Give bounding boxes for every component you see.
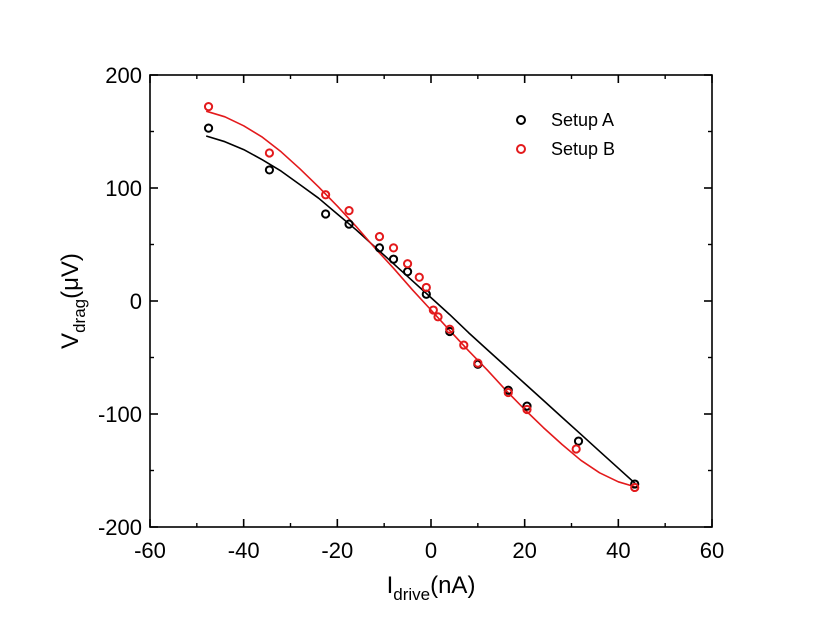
- x-tick-label: 0: [425, 538, 437, 563]
- x-tick-label: 60: [700, 538, 724, 563]
- data-point-setup-b: [445, 324, 455, 334]
- x-tick-label: -40: [228, 538, 260, 563]
- fit-lines: [205, 110, 638, 489]
- x-tick-label: -20: [321, 538, 353, 563]
- data-point-setup-a: [522, 401, 532, 411]
- y-axis-title-main: V: [57, 333, 84, 349]
- x-tick-label: 20: [512, 538, 536, 563]
- legend-marker-setup-a: [516, 115, 526, 125]
- data-point-setup-a: [321, 209, 331, 219]
- data-point-setup-a: [264, 165, 275, 175]
- fit-line-setup-b: [205, 110, 638, 489]
- y-axis-title-unit: (μV): [57, 253, 84, 299]
- y-axis-title-sub: drag: [70, 299, 89, 333]
- data-point-setup-b: [374, 231, 385, 242]
- fit-line-setup-a: [205, 135, 638, 486]
- data-point-setup-a: [203, 123, 214, 133]
- data-point-setup-a: [402, 267, 413, 277]
- data-point-setup-b: [459, 340, 469, 350]
- y-tick-label: -200: [98, 515, 142, 540]
- x-tick-label: 40: [606, 538, 630, 563]
- ticks: [149, 74, 713, 528]
- data-point-setup-a: [374, 243, 385, 253]
- data-point-setup-b: [321, 190, 331, 200]
- y-tick-label: -100: [98, 402, 142, 427]
- data-point-setup-b: [344, 206, 354, 216]
- data-point-setup-b: [421, 282, 431, 293]
- data-point-setup-b: [414, 272, 424, 282]
- y-tick-label: 0: [130, 289, 142, 314]
- plot-frame: [149, 74, 713, 528]
- data-point-setup-a: [573, 436, 584, 446]
- data-point-setup-b: [473, 358, 483, 368]
- data-point-setup-b: [428, 305, 438, 315]
- data-points: [203, 102, 640, 493]
- y-tick-label: 100: [105, 176, 142, 201]
- data-point-setup-b: [203, 102, 214, 112]
- x-tick-label: -60: [134, 538, 166, 563]
- x-axis-title: Idrive(nA): [387, 572, 476, 604]
- data-point-setup-a: [630, 479, 640, 489]
- data-point-setup-b: [388, 243, 399, 253]
- legend-label-setup-b: Setup B: [551, 139, 615, 159]
- data-point-setup-b: [571, 444, 581, 454]
- y-tick-label: 200: [105, 63, 142, 88]
- data-point-setup-b: [630, 482, 640, 493]
- data-point-setup-b: [264, 148, 275, 158]
- legend: Setup A Setup B: [516, 110, 615, 159]
- legend-marker-setup-b: [516, 144, 526, 154]
- legend-label-setup-a: Setup A: [551, 110, 614, 130]
- y-axis-title: Vdrag(μV): [57, 253, 89, 349]
- data-point-setup-a: [388, 254, 399, 264]
- data-point-setup-a: [344, 219, 354, 229]
- x-axis-title-unit: (nA): [430, 572, 475, 599]
- data-point-setup-b: [433, 312, 443, 322]
- data-point-setup-b: [522, 404, 532, 415]
- x-axis-title-main: I: [387, 572, 394, 599]
- data-point-setup-b: [402, 259, 413, 269]
- data-point-setup-b: [503, 387, 513, 398]
- x-axis-title-sub: drive: [393, 585, 430, 604]
